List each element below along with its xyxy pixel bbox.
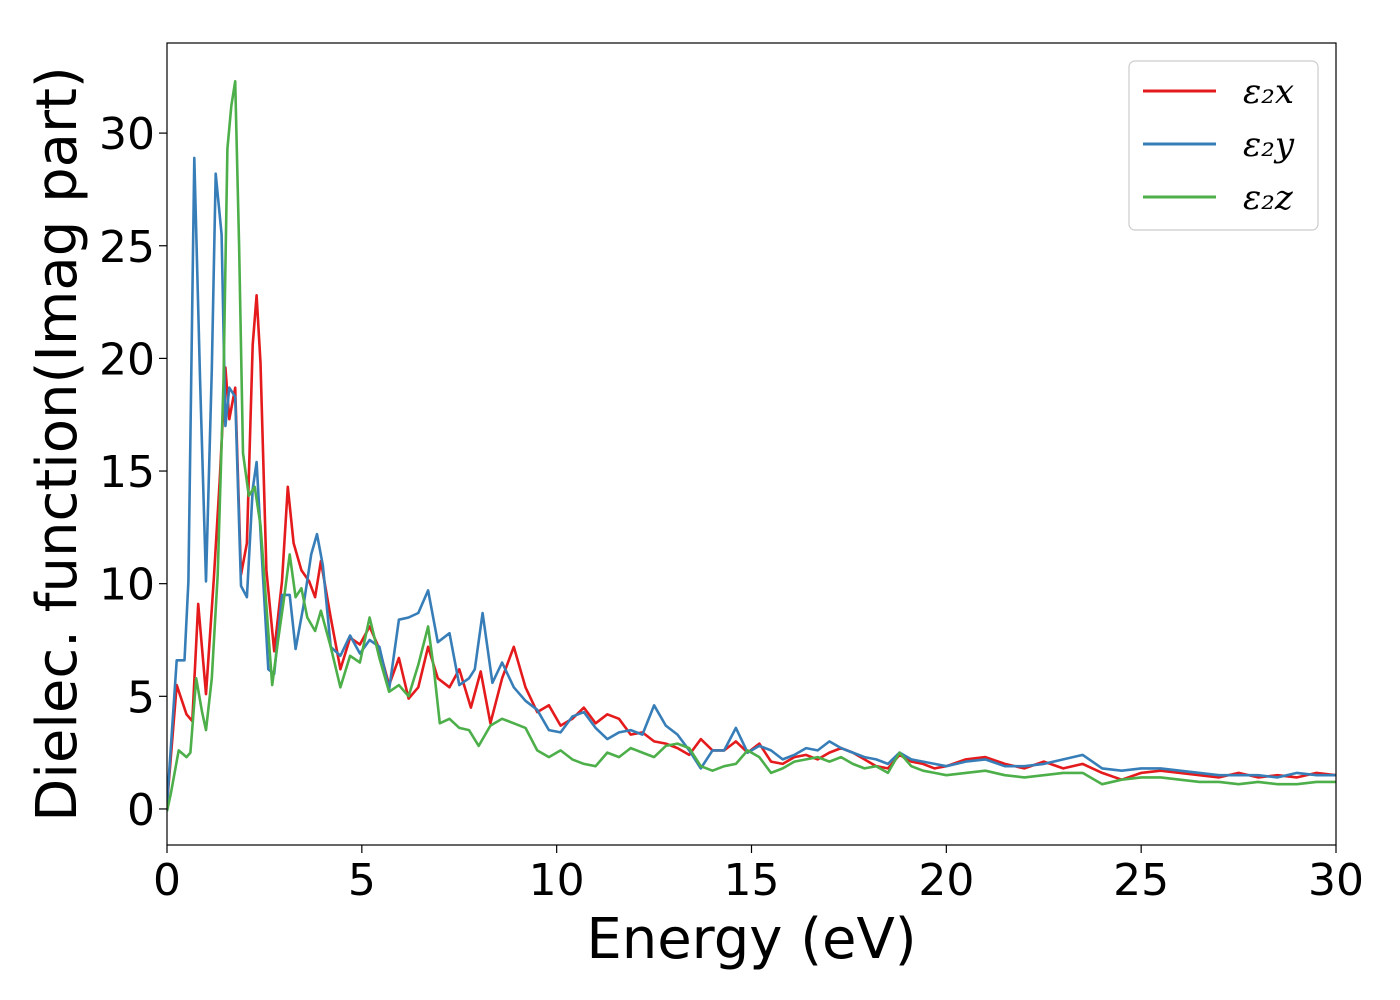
x-tick-label: 5 [348,855,376,906]
legend-label: ε₂z [1243,178,1294,218]
legend-label: ε₂y [1243,125,1295,165]
x-tick-label: 15 [724,855,780,906]
y-tick-label: 15 [99,447,155,498]
x-tick-label: 25 [1113,855,1169,906]
legend-label: ε₂x [1243,72,1294,112]
series-line-3 [167,80,1336,812]
x-tick-label: 0 [153,855,181,906]
y-axis-label: Dielec. function(Imag part) [25,66,90,822]
x-tick-label: 10 [529,855,585,906]
y-axis-ticks: 0 5 10 15 20 25 30 [99,109,167,836]
y-tick-label: 0 [127,785,155,836]
y-tick-label: 30 [99,109,155,160]
y-tick-label: 20 [99,334,155,385]
legend-box [1128,60,1319,231]
x-axis-label: Energy (eV) [586,907,916,972]
x-axis-ticks: 0 5 10 15 20 25 30 [153,845,1364,906]
x-tick-label: 20 [918,855,974,906]
x-tick-label: 30 [1308,855,1364,906]
series-layer [167,80,1336,812]
y-tick-label: 5 [127,672,155,723]
y-tick-label: 25 [99,222,155,273]
series-line-2 [167,156,1336,805]
y-tick-label: 10 [99,560,155,611]
legend: ε₂x ε₂y ε₂z [1128,60,1319,231]
series-line-1 [167,294,1336,805]
